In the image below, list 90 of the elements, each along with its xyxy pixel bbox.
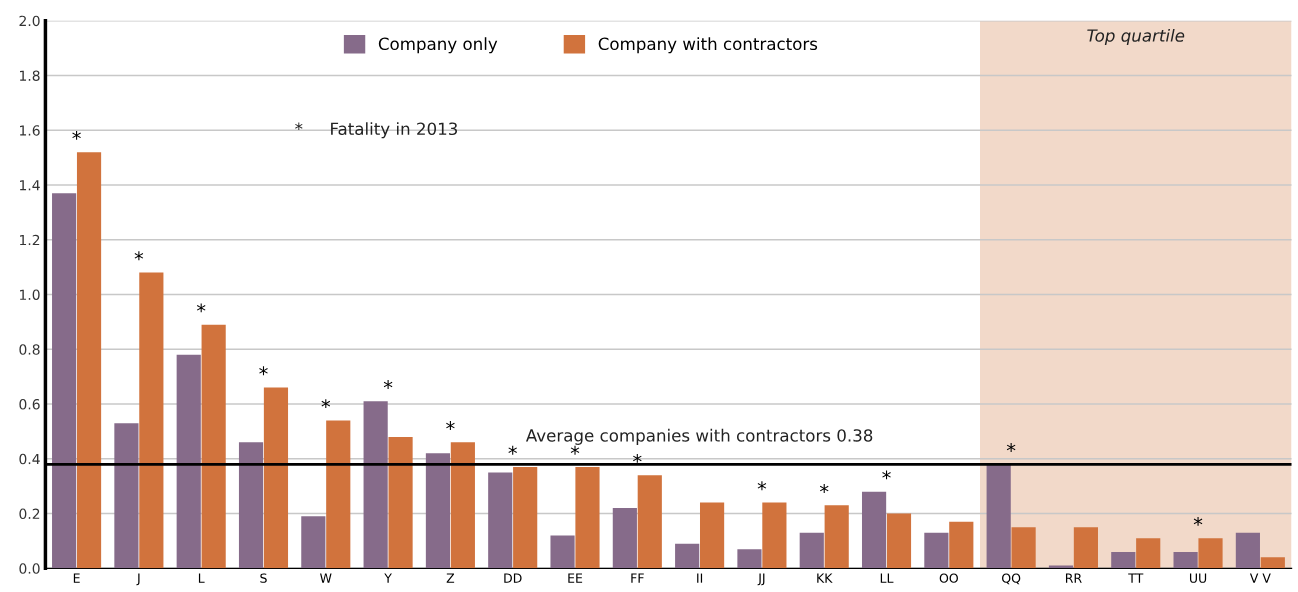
x-tick-label: UU xyxy=(1189,573,1207,583)
annotation: * xyxy=(633,453,642,463)
bar xyxy=(1073,527,1098,569)
annotation: * xyxy=(321,399,331,409)
x-tick-label: L xyxy=(198,573,205,583)
x-tick-label: W xyxy=(320,573,332,583)
y-tick-label: 0.4 xyxy=(19,453,40,465)
bar xyxy=(1111,551,1136,569)
x-tick-label: OO xyxy=(939,573,958,583)
x-tick-label: DD xyxy=(504,573,522,583)
bar xyxy=(986,464,1011,569)
y-tick-label: 0.2 xyxy=(19,508,40,520)
bar xyxy=(326,420,351,569)
x-tick-label: EE xyxy=(568,573,583,583)
annotation: * xyxy=(757,481,767,491)
annotation: * xyxy=(72,130,81,140)
bar xyxy=(114,423,139,569)
legend-label: Company with contractors xyxy=(598,37,818,54)
bar xyxy=(176,354,201,569)
bar xyxy=(201,324,226,569)
bar xyxy=(139,272,164,569)
bar xyxy=(388,436,413,569)
x-tick-label: Z xyxy=(446,573,455,583)
bar xyxy=(575,467,600,569)
annotation: * Fatality in 2013 xyxy=(295,122,458,139)
bar xyxy=(924,532,949,569)
annotation: * xyxy=(882,470,891,480)
x-tick-label: Y xyxy=(384,573,392,583)
annotation: * xyxy=(134,251,144,261)
bar xyxy=(1011,527,1036,569)
x-tick-label: V V xyxy=(1249,573,1271,583)
x-tick-label: J xyxy=(136,573,140,586)
bar xyxy=(737,549,762,569)
bar xyxy=(1173,551,1198,569)
x-tick-label: LL xyxy=(880,573,894,583)
annotation: * xyxy=(819,484,829,493)
bar xyxy=(949,521,974,569)
bar xyxy=(238,442,264,569)
bar xyxy=(799,532,824,569)
y-tick-label: 1.0 xyxy=(20,289,40,300)
bar xyxy=(675,543,700,569)
annotation: * xyxy=(1006,443,1016,452)
bar xyxy=(612,508,637,569)
annotation: * xyxy=(259,366,268,376)
y-tick-label: 0.6 xyxy=(19,399,40,410)
bar xyxy=(52,193,77,569)
bar xyxy=(1235,532,1260,569)
x-tick-label: E xyxy=(73,573,80,583)
bar xyxy=(425,453,451,569)
x-tick-label: RR xyxy=(1065,573,1082,583)
y-tick-label: 1.6 xyxy=(20,125,40,136)
y-tick-label: 1.8 xyxy=(20,70,40,81)
annotation: * xyxy=(196,303,206,313)
x-tick-label: II xyxy=(697,573,703,583)
bar xyxy=(450,442,475,569)
x-tick-label: TT xyxy=(1128,573,1144,583)
bar xyxy=(700,502,725,569)
x-tick-label: QQ xyxy=(1002,573,1021,585)
y-tick-label: 1.2 xyxy=(20,234,40,246)
annotation: * xyxy=(1193,516,1203,526)
bar xyxy=(363,401,388,569)
annotation: * xyxy=(508,445,517,455)
bar xyxy=(824,505,849,569)
bar xyxy=(1198,538,1223,569)
y-tick-label: 0.8 xyxy=(19,344,40,355)
y-tick-label: 2.0 xyxy=(19,15,40,27)
annotation: * xyxy=(570,445,580,455)
bar xyxy=(762,502,787,569)
bar xyxy=(550,535,575,569)
y-tick-label: 0.0 xyxy=(19,563,40,574)
bar xyxy=(263,387,289,569)
legend-label: Company only xyxy=(378,37,498,54)
bar xyxy=(513,467,538,569)
bar xyxy=(301,516,326,569)
x-tick-label: KK xyxy=(817,573,833,583)
y-tick-label: 1.4 xyxy=(20,180,40,191)
ref-line-label: Average companies with contractors 0.38 xyxy=(525,428,873,445)
x-tick-label: S xyxy=(260,573,267,583)
bar xyxy=(1136,538,1161,569)
annotation: * xyxy=(383,380,393,389)
bar xyxy=(861,491,887,569)
x-tick-label: JJ xyxy=(757,573,765,586)
bar xyxy=(1260,557,1285,569)
bar xyxy=(76,152,102,569)
bar xyxy=(886,513,912,569)
bar xyxy=(488,472,513,569)
x-tick-label: FF xyxy=(631,573,644,583)
bar xyxy=(637,475,662,569)
band-label: Top quartile xyxy=(1087,28,1185,46)
annotation: * xyxy=(446,421,455,430)
